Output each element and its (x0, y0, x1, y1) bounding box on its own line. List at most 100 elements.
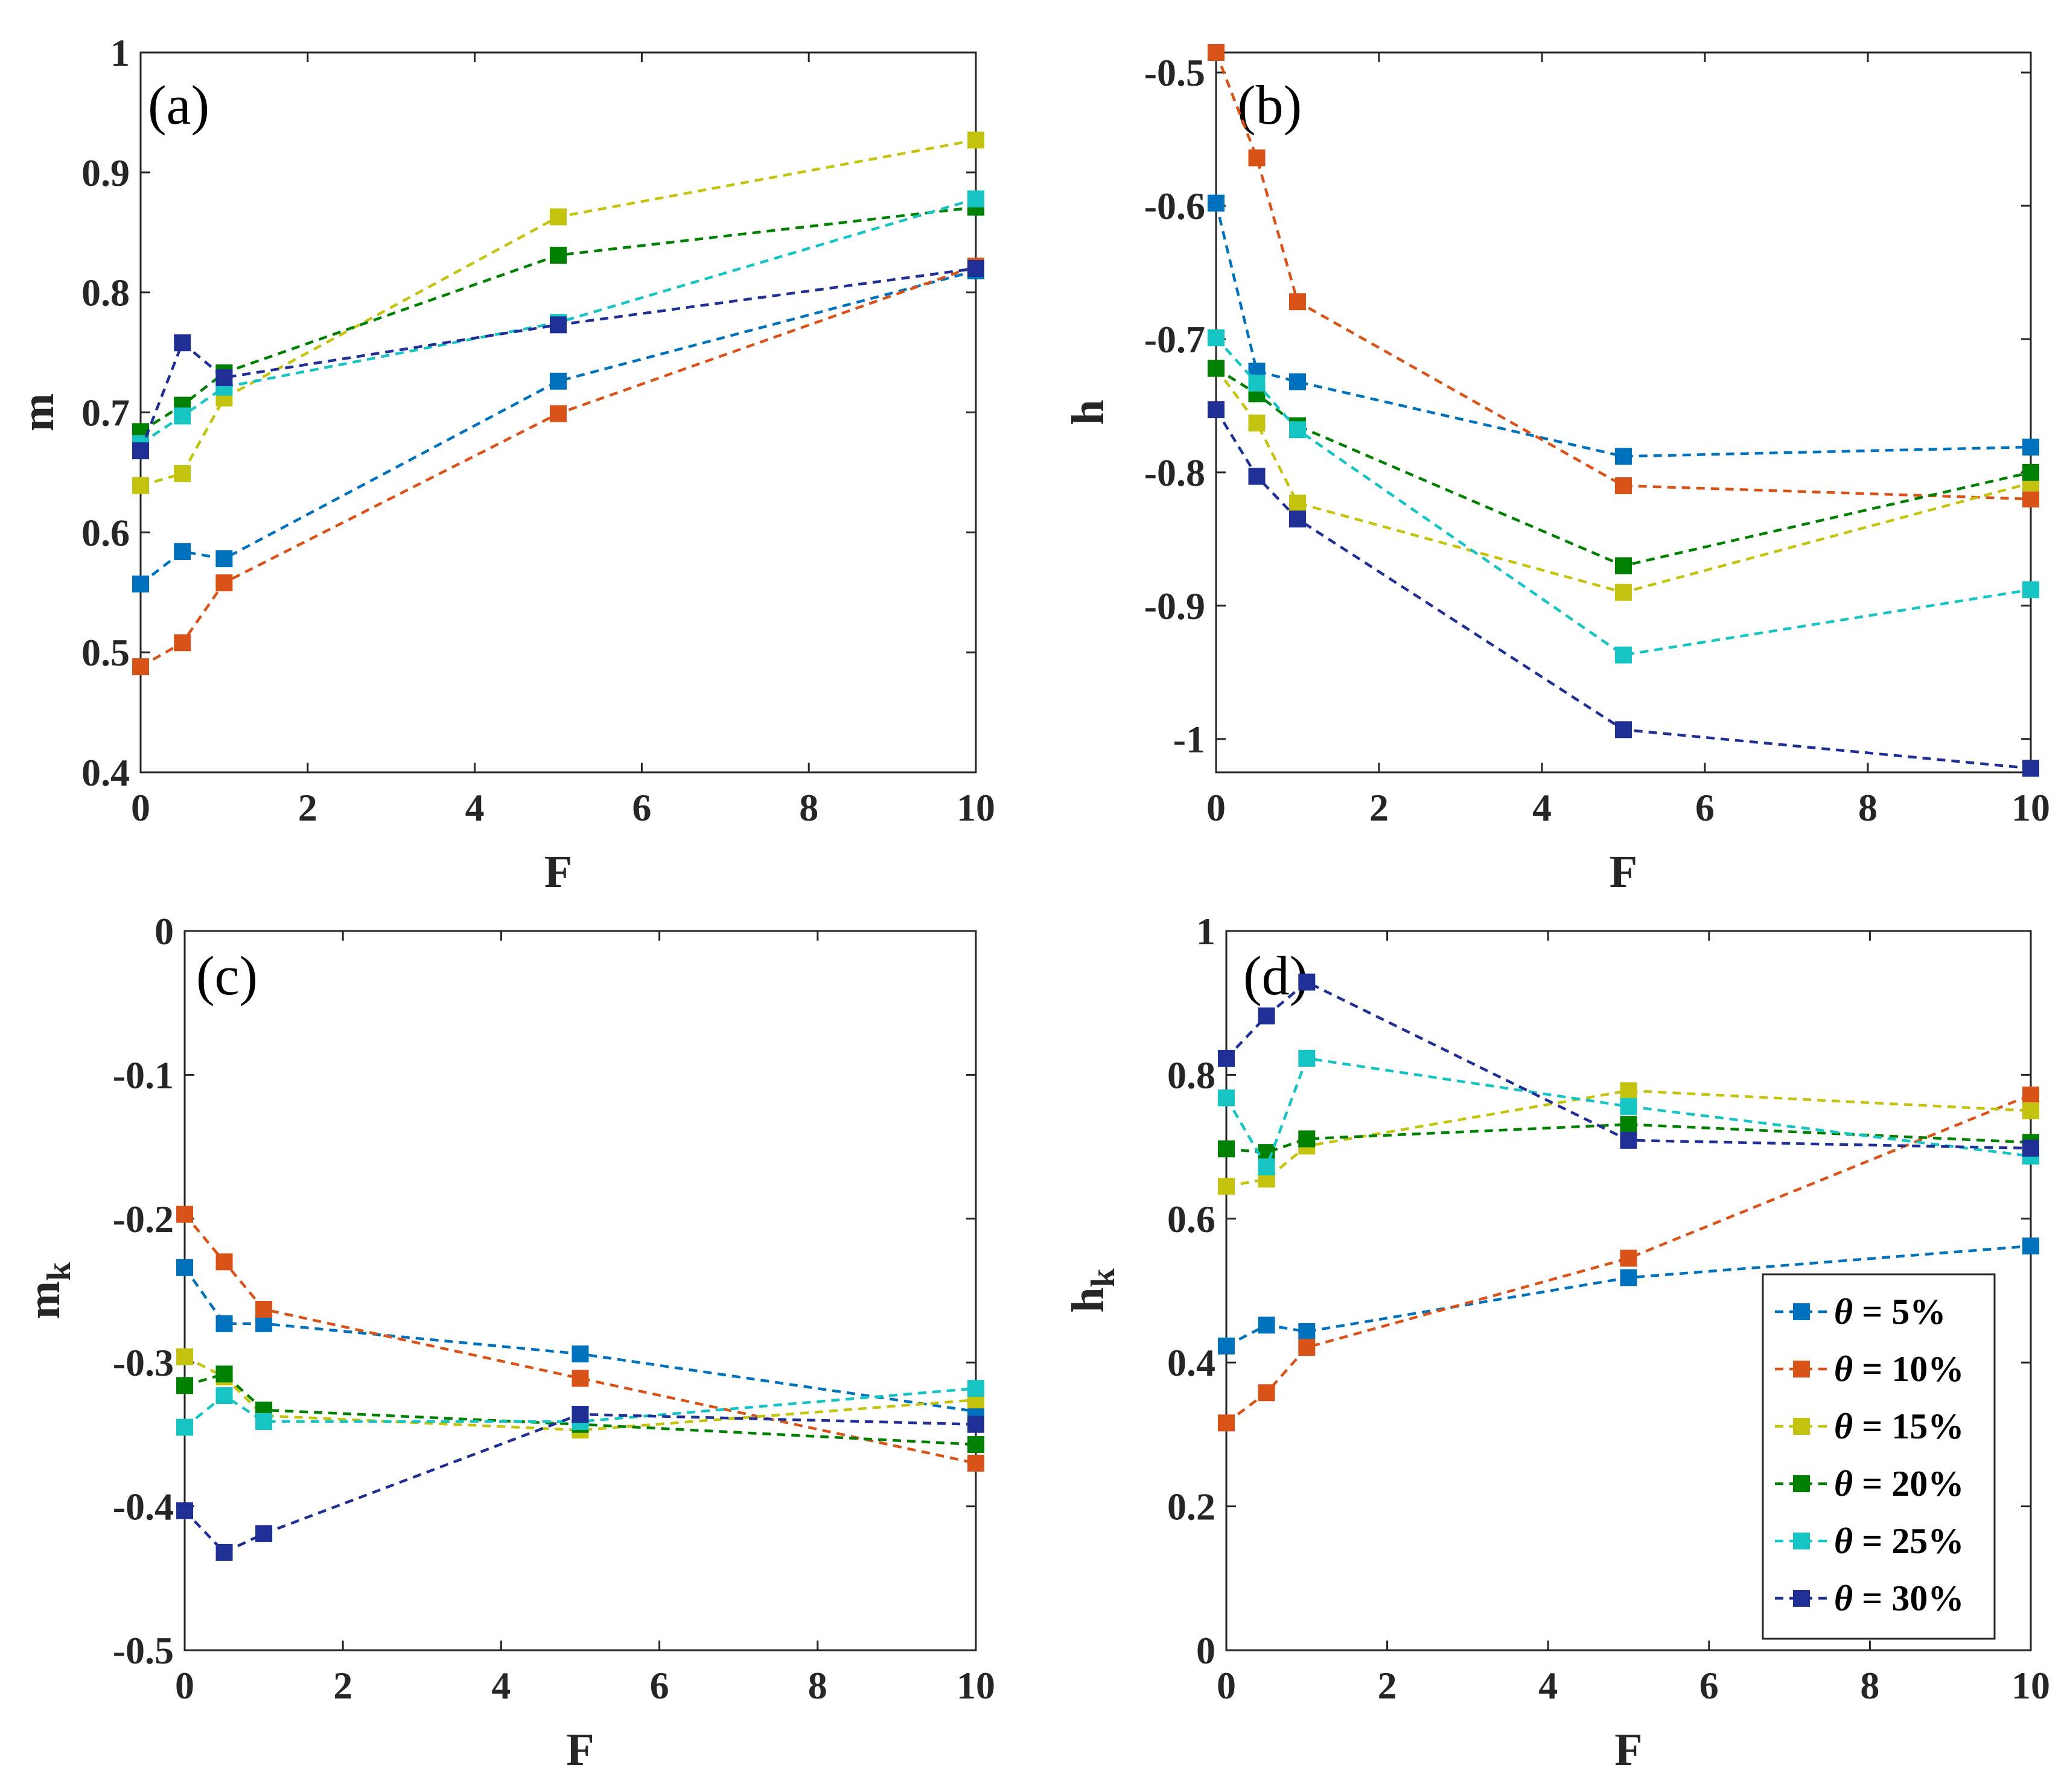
axes-frame (1225, 930, 2032, 1651)
data-point (967, 1415, 984, 1433)
data-point (1615, 477, 1632, 495)
data-point (1218, 1414, 1235, 1432)
legend-label: θ = 10% (1834, 1349, 1964, 1389)
x-tick-label: 4 (491, 1664, 511, 1707)
y-axis-title: hk (1063, 1268, 1122, 1312)
legend-value: = 5% (1853, 1292, 1946, 1332)
data-point (550, 405, 567, 422)
data-point (1615, 583, 1632, 601)
data-point (572, 1345, 589, 1362)
series-line (183, 1412, 976, 1554)
data-point (1620, 1082, 1637, 1099)
data-point (1208, 360, 1225, 377)
x-tick-label: 6 (1699, 1664, 1719, 1707)
x-axis-title: F (544, 847, 572, 897)
x-tick-label: 8 (1858, 786, 1877, 829)
legend-label: θ = 20% (1834, 1464, 1964, 1504)
y-tick-label: -0.4 (113, 1485, 174, 1528)
data-point (967, 1455, 984, 1472)
y-tick-label: 0.8 (81, 272, 130, 314)
data-point (1615, 448, 1632, 465)
data-point (215, 1543, 233, 1561)
y-tick-label: 0 (154, 910, 174, 953)
data-point (255, 1315, 273, 1332)
series-line (183, 1387, 976, 1429)
y-tick-label: 0.8 (1167, 1053, 1215, 1096)
data-point (1615, 646, 1632, 664)
legend-marker (1793, 1475, 1810, 1492)
x-tick-label: 10 (2011, 786, 2050, 829)
y-tick-label: 0.2 (1167, 1485, 1215, 1528)
y-tick-label: 0 (1196, 1629, 1215, 1672)
y-tick-label: -0.3 (113, 1341, 174, 1384)
legend-marker (1793, 1418, 1810, 1435)
data-point (132, 442, 149, 460)
data-point (1258, 1317, 1275, 1334)
data-point (1208, 401, 1225, 419)
data-point (215, 1387, 233, 1405)
legend-theta: θ (1834, 1521, 1853, 1561)
x-axis-title: F (1610, 847, 1637, 897)
panel-c: 0 2 4 6 8 10 -0.5 -0.4 -0.3 -0.2 -0.1 0 Fmk (c) (19, 910, 995, 1775)
legend-label: θ = 15% (1834, 1406, 1964, 1446)
data-point (1620, 1250, 1637, 1267)
y-axis-title: mk (19, 1262, 78, 1319)
y-axis-title: m (13, 393, 63, 431)
data-point (1615, 557, 1632, 574)
data-point (1208, 329, 1225, 346)
panel-b: 0 2 4 6 8 10 -1 -0.9 -0.8 -0.7 -0.6 -0.5 Fh (b) (1063, 44, 2050, 897)
y-tick-label: 0.7 (81, 392, 130, 434)
data-point (132, 477, 149, 494)
data-point (2022, 1139, 2039, 1157)
data-point (174, 634, 191, 652)
legend-label: θ = 5% (1834, 1292, 1946, 1332)
x-tick-label: 4 (1538, 1664, 1558, 1707)
data-point (1258, 1158, 1275, 1175)
y-tick-label: -0.2 (113, 1198, 174, 1241)
data-point (1248, 149, 1266, 167)
x-tick-label: 4 (1532, 786, 1552, 829)
y-axis-title: h (1063, 399, 1113, 425)
data-point (1218, 1178, 1235, 1195)
data-point (255, 1300, 273, 1318)
data-point (2022, 1086, 2039, 1104)
data-point (1248, 415, 1266, 432)
panel-tag: (c) (196, 945, 258, 1006)
data-point (1298, 973, 1316, 991)
data-point (967, 259, 984, 277)
legend-theta: θ (1834, 1349, 1853, 1389)
series-line (139, 197, 976, 445)
panel-tag: (b) (1237, 74, 1302, 136)
x-tick-label: 6 (632, 786, 651, 829)
data-point (174, 334, 191, 352)
panel-tag: (a) (148, 74, 209, 136)
data-point (1289, 293, 1306, 311)
data-point (215, 369, 233, 386)
legend-value: = 20% (1853, 1464, 1964, 1504)
legend-theta: θ (1834, 1406, 1853, 1446)
x-axis-title: F (1614, 1724, 1642, 1775)
x-tick-label: 2 (1369, 786, 1389, 829)
x-tick-label: 8 (808, 1664, 827, 1707)
series-line (1215, 367, 2031, 567)
data-point (550, 208, 567, 226)
data-point (1615, 721, 1632, 739)
y-tick-label: 1 (110, 31, 130, 74)
data-point (967, 1436, 984, 1454)
panel-tag: (d) (1243, 945, 1308, 1006)
x-tick-label: 0 (1217, 1664, 1236, 1707)
data-point (174, 465, 191, 482)
data-point (1298, 1049, 1316, 1067)
legend-value: = 30% (1853, 1578, 1964, 1618)
data-point (176, 1377, 193, 1394)
y-tick-label: -0.7 (1144, 318, 1205, 361)
data-point (215, 1365, 233, 1383)
y-tick-label: -0.6 (1144, 185, 1205, 227)
data-point (1289, 373, 1306, 390)
data-point (174, 543, 191, 561)
y-tick-label: 0.4 (81, 751, 130, 794)
data-point (132, 575, 149, 593)
data-point (2022, 1102, 2039, 1119)
x-tick-label: 8 (799, 786, 818, 829)
series-line (140, 138, 976, 487)
